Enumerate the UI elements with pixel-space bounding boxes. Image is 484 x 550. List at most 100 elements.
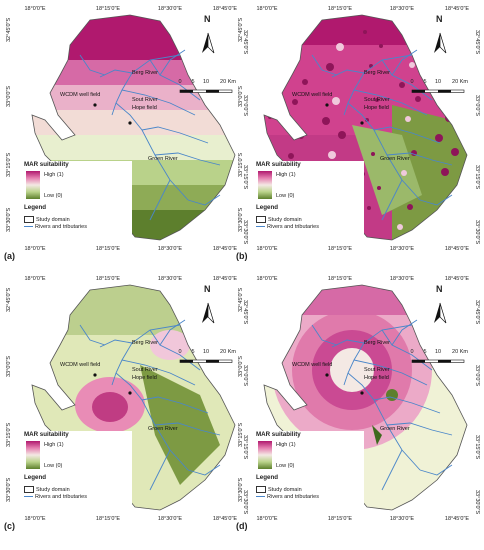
left-axis-label: 32°45'0"S	[238, 287, 244, 312]
scale-tick: 10	[202, 79, 210, 85]
study-domain-swatch-icon	[256, 216, 266, 223]
river-line-7	[373, 396, 441, 414]
top-axis-label: 18°0'0"E	[256, 276, 278, 282]
bottom-axis-label: 18°0'0"E	[24, 516, 46, 522]
legend-low-label: Low (0)	[276, 463, 295, 469]
legend-low-label: Low (0)	[44, 193, 63, 199]
scale-tick: 0	[410, 349, 414, 355]
river-line-9	[419, 194, 453, 206]
suitability-color-ramp	[26, 171, 40, 199]
river-line-8	[79, 324, 106, 346]
river-line-5	[386, 152, 453, 166]
river-line-10	[391, 49, 418, 76]
scale-tick: 5	[423, 349, 427, 355]
top-axis-label: 18°15'0"E	[327, 6, 353, 12]
bottom-axis-label: 18°30'0"E	[157, 516, 183, 522]
berg-river-label: Berg River	[364, 70, 390, 76]
well-marker	[93, 103, 97, 107]
study-domain-label: Study domain	[36, 216, 70, 223]
left-axis-label: 33°30'0"S	[6, 207, 12, 232]
hope-marker	[360, 391, 364, 395]
rivers-label: Rivers and tributaries	[35, 494, 87, 500]
wcdm-well-field-label: WCDM well field	[292, 92, 333, 98]
north-arrow-icon	[434, 302, 447, 324]
river-line-icon	[24, 226, 33, 228]
river-line-6	[381, 179, 403, 221]
wcdm-well-field-label: WCDM well field	[60, 92, 101, 98]
legend-study-domain: Study domain	[256, 486, 302, 493]
legend-section-title: Legend	[256, 204, 279, 211]
river-line-5	[154, 152, 221, 166]
bottom-axis-label: 18°15'0"E	[95, 246, 121, 252]
river-line-4	[347, 372, 421, 471]
scale-bar	[179, 359, 233, 363]
top-axis-label: 18°15'0"E	[95, 6, 121, 12]
river-line-icon	[24, 496, 33, 498]
north-label: N	[204, 284, 211, 294]
bottom-axis-label: 18°30'0"E	[389, 516, 415, 522]
legend-title: MAR suitability	[24, 161, 69, 168]
river-line-6	[149, 449, 171, 491]
legend-high-label: High (1)	[276, 172, 296, 178]
top-axis-label: 18°30'0"E	[389, 6, 415, 12]
scale-bar	[179, 89, 233, 93]
river-line-3	[353, 89, 428, 116]
rivers-label: Rivers and tributaries	[267, 494, 319, 500]
river-line-10	[159, 49, 186, 76]
wcdm-well-field-label: WCDM well field	[60, 362, 101, 368]
bottom-axis-label: 18°30'0"E	[157, 246, 183, 252]
top-axis-label: 18°45'0"E	[444, 276, 470, 282]
top-axis-label: 18°0'0"E	[24, 276, 46, 282]
study-domain-label: Study domain	[36, 486, 70, 493]
right-axis-label: 32°45'0"S	[474, 30, 480, 55]
river-line-4	[347, 102, 421, 201]
legend-title: MAR suitability	[256, 431, 301, 438]
river-line-3	[353, 359, 428, 386]
scale-tick: 10	[434, 349, 442, 355]
bottom-axis-label: 18°15'0"E	[327, 246, 353, 252]
sout-river-label: Sout River	[364, 367, 390, 373]
bottom-axis-label: 18°0'0"E	[256, 516, 278, 522]
legend-low-label: Low (0)	[276, 193, 295, 199]
study-domain-label: Study domain	[268, 486, 302, 493]
legend-high-label: High (1)	[44, 172, 64, 178]
rivers-label: Rivers and tributaries	[35, 224, 87, 230]
river-line-9	[187, 464, 221, 476]
scale-tick: 0	[178, 349, 182, 355]
scale-tick: 5	[191, 349, 195, 355]
top-axis-label: 18°0'0"E	[24, 6, 46, 12]
legend-title: MAR suitability	[24, 431, 69, 438]
river-line-6	[149, 179, 171, 221]
bottom-axis-label: 18°45'0"E	[212, 246, 238, 252]
scale-tick: 20 Km	[452, 349, 468, 355]
bottom-axis-label: 18°0'0"E	[256, 246, 278, 252]
legend-study-domain: Study domain	[24, 216, 70, 223]
scale-tick: 5	[423, 79, 427, 85]
river-line-8	[311, 54, 338, 76]
river-line-7	[141, 396, 209, 414]
right-axis-label: 32°45'0"S	[474, 300, 480, 325]
top-axis-label: 18°15'0"E	[95, 276, 121, 282]
map-panel-a: 18°0'0"E 18°15'0"E 18°30'0"E 18°45'0"E 18°0'…	[6, 6, 248, 251]
legend-low-label: Low (0)	[44, 463, 63, 469]
north-arrow-icon	[202, 32, 215, 54]
study-domain-swatch-icon	[256, 486, 266, 493]
legend-rivers: Rivers and tributaries	[24, 224, 87, 231]
scale-tick: 20 Km	[220, 349, 236, 355]
top-axis-label: 18°45'0"E	[444, 6, 470, 12]
legend-title: MAR suitability	[256, 161, 301, 168]
right-axis-label: 33°0'0"S	[474, 365, 480, 387]
river-line-0	[343, 324, 413, 386]
right-axis-label: 33°15'0"S	[474, 435, 480, 460]
legend-section-title: Legend	[256, 474, 279, 481]
legend: MAR suitability High (1) Low (0) Legend Stud…	[22, 161, 132, 241]
river-line-0	[111, 54, 181, 116]
river-line-8	[79, 54, 106, 76]
top-axis-label: 18°30'0"E	[157, 6, 183, 12]
legend-section-title: Legend	[24, 474, 47, 481]
scale-tick: 5	[191, 79, 195, 85]
study-domain-swatch-icon	[24, 486, 34, 493]
legend-rivers: Rivers and tributaries	[24, 494, 87, 501]
scale-tick: 0	[410, 79, 414, 85]
rivers-label: Rivers and tributaries	[267, 224, 319, 230]
